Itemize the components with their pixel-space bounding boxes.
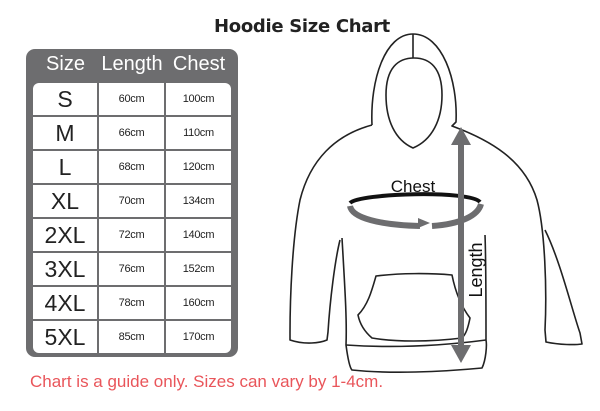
chest-cell: 152cm: [166, 253, 231, 285]
header-size: Size: [46, 53, 85, 75]
chest-label: Chest: [391, 177, 436, 196]
chest-band: [348, 192, 482, 205]
length-label: Length: [466, 242, 486, 297]
header-chest: Chest: [172, 53, 226, 75]
chest-cell: 100cm: [166, 83, 231, 115]
length-cell: 70cm: [99, 185, 164, 217]
header-length: Length: [101, 53, 163, 75]
size-cell: S: [33, 83, 97, 115]
chest-cell: 134cm: [166, 185, 231, 217]
chest-cell: 160cm: [166, 287, 231, 319]
size-cell: 5XL: [33, 321, 97, 353]
size-cell: M: [33, 117, 97, 149]
disclaimer-note: Chart is a guide only. Sizes can vary by…: [30, 372, 384, 391]
size-cell: 4XL: [33, 287, 97, 319]
chest-cell: 110cm: [166, 117, 231, 149]
size-cell: 2XL: [33, 219, 97, 251]
length-cell: 78cm: [99, 287, 164, 319]
length-cell: 72cm: [99, 219, 164, 251]
chest-cell: 120cm: [166, 151, 231, 183]
hoodie-waist: [341, 234, 488, 373]
length-cell: 66cm: [99, 117, 164, 149]
length-arrow-up-icon: [451, 127, 471, 145]
chest-cell: 140cm: [166, 219, 231, 251]
hoodie-pocket: [357, 272, 471, 342]
page-title: Hoodie Size Chart: [214, 16, 390, 37]
chest-arrow-icon: [418, 218, 430, 228]
size-cell: 3XL: [33, 253, 97, 285]
size-cell: XL: [33, 185, 97, 217]
length-arrow-down-icon: [451, 345, 471, 363]
hoodie-hood-opening: [385, 57, 443, 149]
hoodie-left-body: [289, 124, 373, 344]
length-cell: 76cm: [99, 253, 164, 285]
length-cell: 68cm: [99, 151, 164, 183]
length-cell: 60cm: [99, 83, 164, 115]
size-table: Size Length Chest S 60cm 100cm M 66cm 110cm L 68cm…: [26, 49, 238, 357]
length-cell: 85cm: [99, 321, 164, 353]
size-cell: L: [33, 151, 97, 183]
chest-cell: 170cm: [166, 321, 231, 353]
